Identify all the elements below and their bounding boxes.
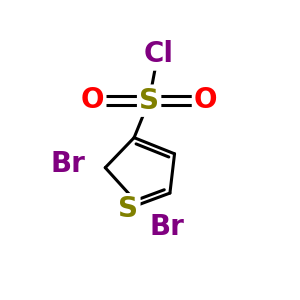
Text: O: O xyxy=(81,86,104,114)
Text: O: O xyxy=(194,86,217,114)
Text: Br: Br xyxy=(51,150,86,178)
Text: Br: Br xyxy=(149,213,184,241)
Text: S: S xyxy=(139,87,159,115)
Text: S: S xyxy=(118,195,138,223)
Text: Cl: Cl xyxy=(143,40,173,68)
